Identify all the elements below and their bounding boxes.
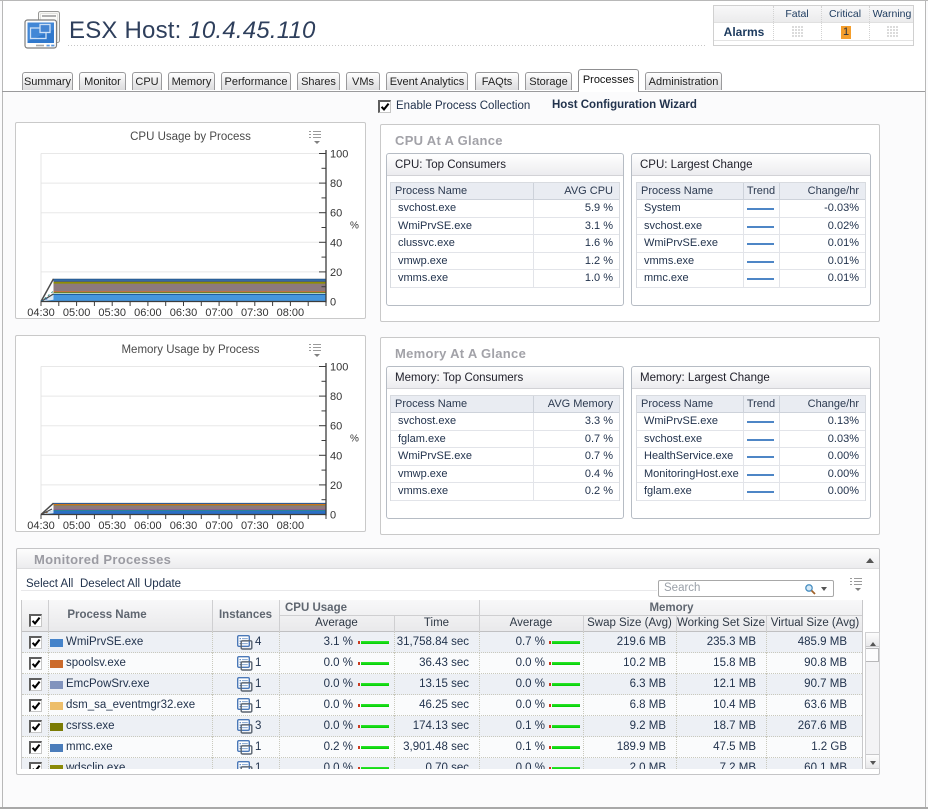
svg-text:CPU Usage by Process: CPU Usage by Process xyxy=(130,131,251,143)
svg-text:07:30: 07:30 xyxy=(241,520,269,531)
svg-text:40: 40 xyxy=(330,450,342,462)
svg-text:Memory Usage by Process: Memory Usage by Process xyxy=(121,344,259,356)
svg-text:80: 80 xyxy=(330,391,342,403)
svg-text:07:00: 07:00 xyxy=(205,520,233,531)
svg-text:0: 0 xyxy=(330,510,336,522)
svg-text:06:00: 06:00 xyxy=(134,307,162,318)
svg-text:05:00: 05:00 xyxy=(63,520,91,531)
svg-text:100: 100 xyxy=(330,149,348,161)
svg-text:40: 40 xyxy=(330,237,342,249)
svg-text:08:00: 08:00 xyxy=(277,307,305,318)
svg-text:07:00: 07:00 xyxy=(205,307,233,318)
svg-text:07:30: 07:30 xyxy=(241,307,269,318)
svg-text:60: 60 xyxy=(330,208,342,220)
svg-text:04:30: 04:30 xyxy=(27,307,55,318)
svg-text:20: 20 xyxy=(330,480,342,492)
svg-text:05:30: 05:30 xyxy=(98,307,126,318)
svg-text:08:00: 08:00 xyxy=(277,520,305,531)
svg-text:04:30: 04:30 xyxy=(27,520,55,531)
svg-text:05:30: 05:30 xyxy=(98,520,126,531)
svg-text:60: 60 xyxy=(330,421,342,433)
svg-text:%: % xyxy=(350,221,359,232)
svg-text:100: 100 xyxy=(330,362,348,374)
svg-text:06:30: 06:30 xyxy=(170,307,198,318)
svg-text:80: 80 xyxy=(330,178,342,190)
svg-text:%: % xyxy=(350,434,359,445)
svg-text:20: 20 xyxy=(330,267,342,279)
svg-text:0: 0 xyxy=(330,297,336,309)
svg-text:05:00: 05:00 xyxy=(63,307,91,318)
svg-text:06:00: 06:00 xyxy=(134,520,162,531)
svg-text:06:30: 06:30 xyxy=(170,520,198,531)
